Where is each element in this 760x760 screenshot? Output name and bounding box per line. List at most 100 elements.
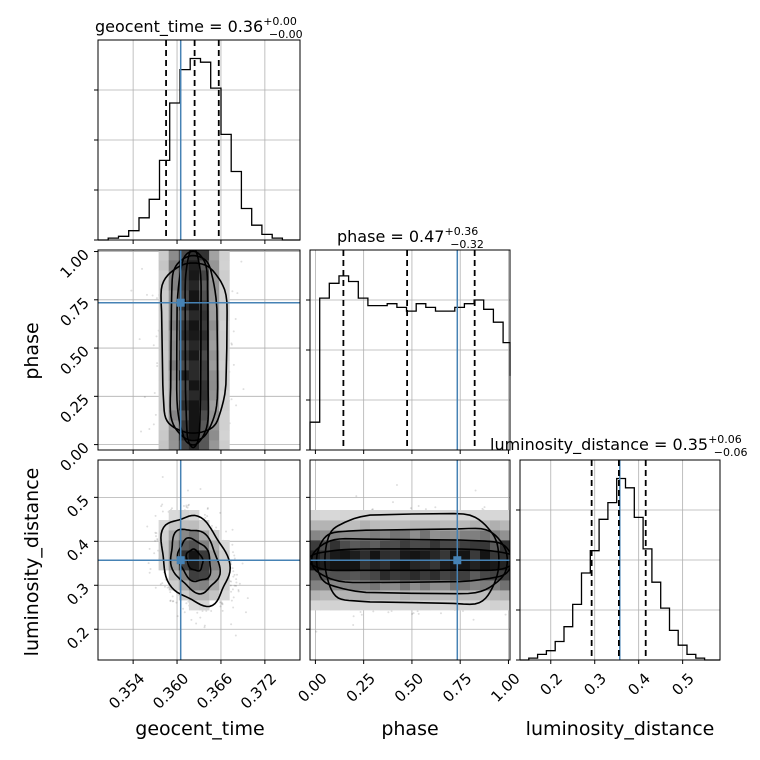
density-cell — [158, 350, 170, 361]
x-tick-label: 0.366 — [193, 670, 236, 713]
sample-point — [230, 342, 233, 345]
density-cell — [310, 570, 321, 581]
sample-point — [215, 526, 218, 529]
x-tick-label: 0.372 — [237, 670, 280, 713]
density-cell — [330, 570, 341, 581]
density-cell — [168, 270, 180, 281]
sample-point — [154, 539, 157, 542]
density-cell — [199, 520, 210, 531]
density-cell — [219, 570, 230, 581]
density-cell — [219, 370, 230, 381]
density-cell — [490, 550, 501, 561]
density-cell — [450, 570, 461, 581]
density-cell — [158, 270, 170, 281]
density-cell — [209, 270, 220, 281]
title-phase-plus: +0.36 — [444, 225, 478, 238]
density-cell — [490, 580, 501, 591]
density-cell — [470, 570, 481, 581]
title-geocent-time-value: geocent_time = 0.36 — [95, 17, 263, 37]
density-cell — [420, 590, 431, 601]
sample-point — [241, 562, 244, 565]
density-cell — [209, 440, 220, 450]
sample-point — [155, 335, 158, 338]
sample-point — [187, 600, 190, 603]
density-cell — [500, 510, 510, 521]
sample-point — [199, 616, 202, 619]
sample-point — [149, 568, 152, 571]
sample-point — [170, 507, 173, 510]
sample-point — [232, 606, 235, 609]
density-luminosity_distance-vs-geocent_time — [146, 475, 249, 637]
density-cell — [209, 350, 220, 361]
density-cell — [188, 350, 200, 361]
density-cell — [420, 580, 431, 591]
density-cell — [209, 580, 220, 591]
density-cell — [340, 540, 351, 551]
density-cell — [380, 600, 391, 611]
density-cell — [209, 400, 220, 411]
density-cell — [158, 330, 170, 341]
density-cell — [178, 320, 190, 331]
density-cell — [168, 260, 180, 271]
density-cell — [310, 530, 321, 541]
density-cell — [178, 550, 190, 561]
sample-point — [138, 338, 141, 341]
sample-point — [244, 611, 247, 614]
density-cell — [209, 570, 220, 581]
sample-point — [242, 388, 245, 391]
density-cell — [460, 580, 471, 591]
y-tick-label: 0.25 — [56, 390, 92, 426]
sample-point — [231, 543, 234, 546]
density-cell — [350, 570, 361, 581]
x-tick-label: 0.2 — [536, 670, 566, 700]
y-tick-label: 0.75 — [56, 294, 92, 330]
density-cell — [420, 560, 431, 571]
density-cell — [310, 540, 321, 551]
sample-point — [232, 330, 235, 333]
density-cell — [370, 520, 381, 531]
contour-line — [310, 548, 510, 572]
density-cell — [168, 390, 180, 401]
density-cell — [400, 540, 411, 551]
density-cell — [209, 320, 220, 331]
density-cell — [480, 530, 491, 541]
density-cell — [450, 530, 461, 541]
density-cell — [168, 410, 180, 421]
density-cell — [320, 600, 331, 611]
density-cell — [340, 530, 351, 541]
density-cell — [370, 580, 381, 591]
density-cell — [178, 420, 190, 431]
sample-point — [201, 609, 204, 612]
density-cell — [340, 570, 351, 581]
sample-point — [231, 567, 234, 570]
x-axis-label-phase: phase — [381, 718, 438, 740]
density-cell — [199, 330, 210, 341]
density-cell — [500, 520, 510, 531]
density-cell — [168, 330, 180, 341]
density-cell — [188, 560, 200, 571]
density-cell — [410, 520, 421, 531]
density-cell — [219, 270, 230, 281]
sample-point — [159, 583, 162, 586]
sample-point — [234, 317, 237, 320]
density-cell — [360, 600, 371, 611]
density-cell — [340, 520, 351, 531]
density-cell — [370, 600, 381, 611]
density-cell — [209, 330, 220, 341]
truth-marker — [453, 556, 462, 565]
density-cell — [430, 550, 441, 561]
sample-point — [169, 591, 172, 594]
density-cell — [440, 510, 451, 521]
sample-point — [195, 622, 198, 625]
density-cell — [158, 430, 170, 441]
density-cell — [360, 520, 371, 531]
title-geocent-time-plus: +0.00 — [263, 15, 297, 28]
sample-point — [153, 552, 156, 555]
density-cell — [219, 430, 230, 441]
sample-point — [161, 503, 164, 506]
x-tick-label: 0.360 — [149, 670, 192, 713]
sample-point — [230, 599, 233, 602]
sample-point — [187, 503, 190, 506]
density-cell — [158, 530, 170, 541]
density-cell — [440, 540, 451, 551]
